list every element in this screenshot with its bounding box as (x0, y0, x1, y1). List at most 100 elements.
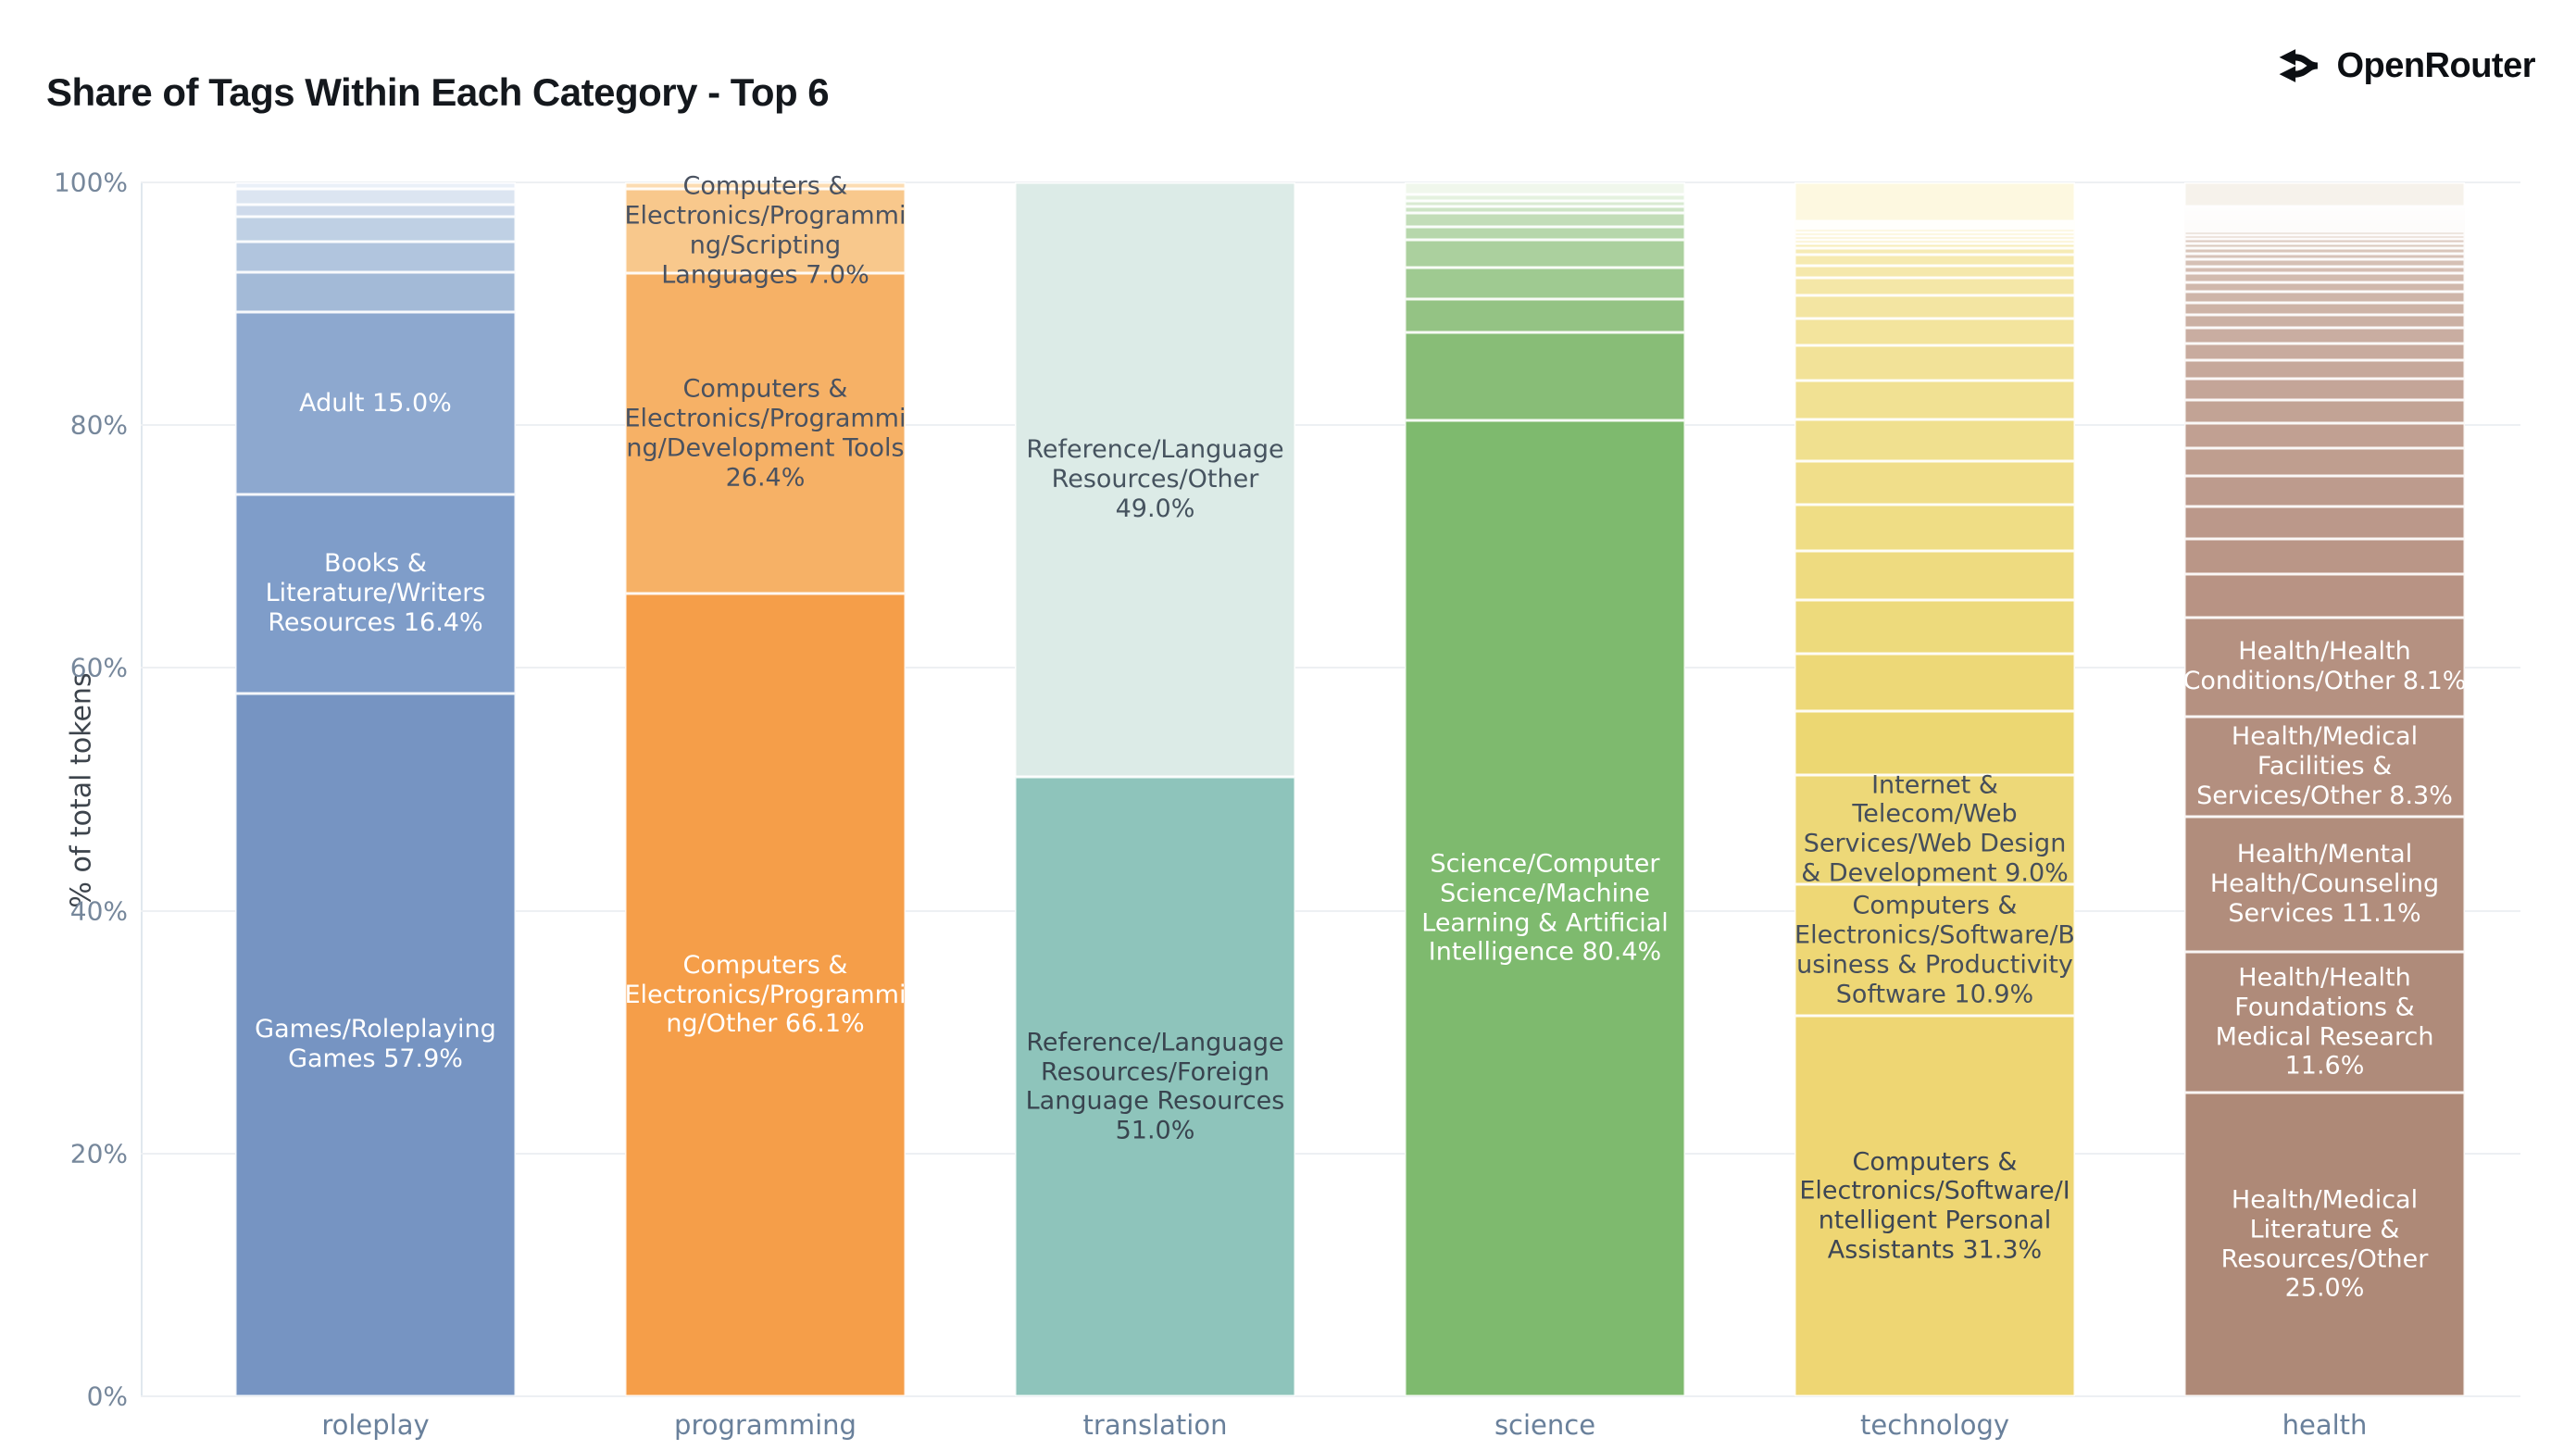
bar-segment[interactable] (2184, 360, 2465, 380)
bar-segment[interactable] (1794, 220, 2075, 224)
bar-segment[interactable] (1794, 248, 2075, 255)
bar-segment[interactable] (2184, 259, 2465, 267)
bar-segment[interactable] (2184, 210, 2465, 213)
bar-segment[interactable] (2184, 207, 2465, 210)
segment-label: Health/Medical Literature & Resources/Ot… (2220, 1185, 2429, 1303)
bar-segment-labeled[interactable]: Health/Medical Literature & Resources/Ot… (2184, 1092, 2465, 1396)
bar-segment[interactable] (1794, 710, 2075, 775)
bar-segment[interactable] (2184, 574, 2465, 619)
bar-segment[interactable] (2184, 343, 2465, 361)
bar-segment[interactable] (1405, 212, 1685, 228)
bar-segment[interactable] (2184, 225, 2465, 229)
bar-segment[interactable] (1794, 277, 2075, 296)
bar-segment[interactable] (235, 188, 516, 205)
bar-segment-labeled[interactable]: Games/Roleplaying Games 57.9% (235, 693, 516, 1396)
bar-segment[interactable] (1794, 231, 2075, 236)
bar-science: Science/Computer Science/Machine Learnin… (1405, 182, 1685, 1396)
bar-segment[interactable] (235, 271, 516, 313)
segment-label: Computers & Electronics/Programming/Scri… (624, 171, 907, 290)
bar-segment[interactable] (2184, 239, 2465, 244)
bar-segment[interactable] (1794, 229, 2075, 232)
bar-segment[interactable] (2184, 422, 2465, 449)
bar-segment[interactable] (2184, 302, 2465, 315)
bar-segment-labeled[interactable]: Computers & Electronics/Programming/Othe… (625, 594, 906, 1396)
bar-segment[interactable] (2184, 328, 2465, 344)
bar-segment[interactable] (235, 204, 516, 217)
bar-segment[interactable] (1405, 331, 1685, 420)
bar-segment[interactable] (2184, 231, 2465, 236)
bar-segment[interactable] (1405, 200, 1685, 207)
bar-segment[interactable] (1794, 600, 2075, 655)
bar-segment[interactable] (1794, 182, 2075, 221)
bar-segment[interactable] (1794, 254, 2075, 266)
bar-segment[interactable] (2184, 281, 2465, 293)
bar-segment[interactable] (2184, 379, 2465, 400)
bar-segment[interactable] (2184, 292, 2465, 303)
bar-segment-labeled[interactable]: Computers & Electronics/Programming/Deve… (625, 273, 906, 594)
bar-segment[interactable] (2184, 220, 2465, 224)
bar-segment[interactable] (235, 242, 516, 272)
bar-segment[interactable] (2184, 399, 2465, 423)
bar-segment[interactable] (1794, 319, 2075, 346)
bar-segment[interactable] (2184, 212, 2465, 215)
bar-segment[interactable] (1794, 265, 2075, 278)
bar-segment[interactable] (1794, 381, 2075, 420)
bar-segment[interactable] (2184, 243, 2465, 248)
bar-segment[interactable] (1794, 345, 2075, 381)
segment-label: Health/Health Foundations & Medical Rese… (2215, 963, 2434, 1081)
bar-segment-labeled[interactable]: Health/Health Conditions/Other 8.1% (2183, 618, 2466, 717)
bar-segment[interactable] (1794, 550, 2075, 601)
bar-segment[interactable] (1794, 504, 2075, 551)
bar-segment[interactable] (2184, 448, 2465, 477)
bar-segment[interactable] (1794, 223, 2075, 227)
bar-segment[interactable] (2184, 266, 2465, 274)
bar-segment[interactable] (2184, 214, 2465, 217)
bar-segment[interactable] (2184, 539, 2465, 575)
segment-label: Science/Computer Science/Machine Learnin… (1421, 849, 1669, 967)
bar-segment-labeled[interactable]: Adult 15.0% (235, 312, 516, 494)
bar-segment[interactable] (2184, 219, 2465, 221)
bar-segment-labeled[interactable]: Books & Literature/Writers Resources 16.… (235, 494, 516, 694)
bar-segment[interactable] (1794, 226, 2075, 230)
bar-segment-labeled[interactable]: Health/Health Foundations & Medical Rese… (2184, 951, 2465, 1093)
bar-segment[interactable] (1794, 244, 2075, 249)
bar-segment[interactable] (625, 182, 906, 189)
bar-segment[interactable] (2184, 206, 2465, 208)
bar-segment[interactable] (1794, 239, 2075, 244)
bar-segment[interactable] (1794, 654, 2075, 711)
bar-segment-labeled[interactable]: Reference/Language Resources/Other 49.0% (1015, 182, 1295, 778)
bar-segment[interactable] (235, 216, 516, 243)
bar-segment[interactable] (235, 182, 516, 189)
bar-segment[interactable] (2184, 209, 2465, 211)
bar-segment[interactable] (2184, 273, 2465, 282)
bar-segment[interactable] (1794, 460, 2075, 505)
bar-segment[interactable] (1794, 419, 2075, 461)
bar-segment-labeled[interactable]: Reference/Language Resources/Foreign Lan… (1015, 777, 1295, 1396)
bar-segment[interactable] (2184, 247, 2465, 254)
bar-segment-labeled[interactable]: Computers & Electronics/Software/Busines… (1794, 883, 2075, 1017)
bar-segment[interactable] (1405, 206, 1685, 213)
bar-segment[interactable] (2184, 228, 2465, 232)
bar-segment[interactable] (2184, 476, 2465, 506)
bar-segment[interactable] (2184, 235, 2465, 240)
bar-segment[interactable] (1405, 182, 1685, 195)
bar-segment-labeled[interactable]: Internet & Telecom/Web Services/Web Desi… (1794, 770, 2075, 887)
bar-segment[interactable] (1405, 227, 1685, 241)
bar-segment[interactable] (1794, 295, 2075, 319)
bar-segment[interactable] (1405, 194, 1685, 201)
bar-segment[interactable] (2184, 253, 2465, 260)
bar-segment[interactable] (1405, 299, 1685, 332)
bar-segment[interactable] (2184, 223, 2465, 226)
bar-segment[interactable] (2184, 506, 2465, 540)
bar-segment-labeled[interactable]: Computers & Electronics/Programming/Scri… (625, 172, 907, 290)
bar-segment-labeled[interactable]: Computers & Electronics/Software/Intelli… (1794, 1016, 2075, 1396)
bar-segment-labeled[interactable]: Science/Computer Science/Machine Learnin… (1405, 419, 1685, 1396)
bar-segment[interactable] (2184, 182, 2465, 207)
bar-segment[interactable] (2184, 314, 2465, 329)
bar-segment[interactable] (2184, 216, 2465, 219)
bar-segment-labeled[interactable]: Health/Mental Health/Counseling Services… (2184, 817, 2465, 952)
bar-segment[interactable] (1405, 268, 1685, 300)
bar-segment[interactable] (1405, 240, 1685, 269)
bar-segment[interactable] (1794, 235, 2075, 240)
bar-segment-labeled[interactable]: Health/Medical Facilities & Services/Oth… (2184, 716, 2465, 818)
